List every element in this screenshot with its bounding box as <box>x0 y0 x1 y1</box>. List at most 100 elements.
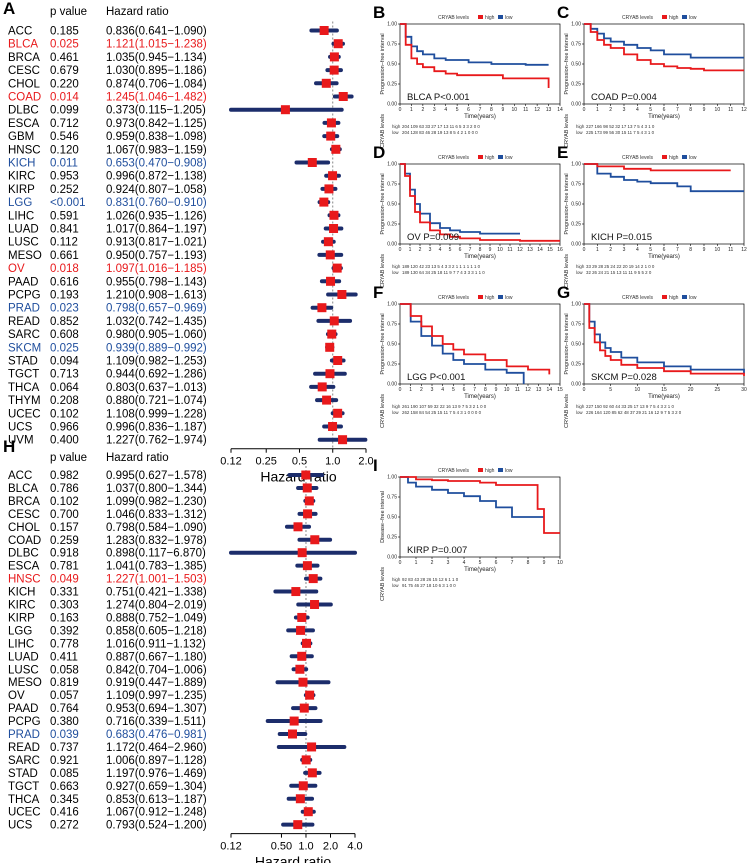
p-value: <0.001 <box>50 197 86 209</box>
risk-high-label: high <box>392 577 401 582</box>
x-tick-label: 1.0 <box>325 456 340 468</box>
cancer-label: READ <box>8 742 40 754</box>
y-tick-label: 0.75 <box>387 42 397 48</box>
x-tick-label: 10 <box>557 560 563 566</box>
p-value: 0.663 <box>50 781 79 793</box>
km-panels: B CRYAB levels high low0.000.250.500.751.00… <box>373 3 747 601</box>
x-tick-label: 20 <box>688 387 694 393</box>
x-tick-label: 6 <box>459 247 462 253</box>
hr-point <box>331 144 341 154</box>
p-value: 0.057 <box>50 690 79 702</box>
hr-point <box>301 755 311 765</box>
risk-numbers-high: 227 166 98 52 32 17 13 7 5 4 3 1 0 <box>586 124 655 129</box>
cancer-label: SARC <box>8 755 40 767</box>
panel-letter-d: D <box>373 143 385 162</box>
cancer-label: ACC <box>8 26 32 38</box>
hazard-ratio-value: 1.245(1.046−1.482) <box>106 92 207 104</box>
x-tick-label: 6 <box>663 107 666 113</box>
x-tick-label: 4 <box>444 107 447 113</box>
legend-high-swatch <box>662 15 667 19</box>
cancer-label: CHOL <box>8 78 41 90</box>
hr-point <box>319 26 329 35</box>
x-tick-label: 9 <box>495 387 498 393</box>
hr-point <box>303 509 313 519</box>
km-panel-e: E CRYAB levels high low0.000.250.500.751.00… <box>557 143 747 288</box>
hazard-ratio-value: 1.026(0.935−1.126) <box>106 210 207 222</box>
survival-curve-high <box>400 163 560 242</box>
x-tick-label: 2.0 <box>358 456 373 468</box>
p-value: 0.102 <box>50 408 79 420</box>
x-axis-title: Hazard ratio <box>255 854 331 863</box>
hazard-ratio-value: 0.803(0.637−1.013) <box>106 382 207 394</box>
x-tick-label: 12 <box>534 107 540 113</box>
hazard-ratio-value: 1.017(0.864−1.197) <box>106 224 207 236</box>
x-tick-label: 30 <box>741 387 747 393</box>
x-tick-label: 16 <box>557 247 563 253</box>
km-panel-d: D CRYAB levels high low0.000.250.500.751.00… <box>373 143 563 288</box>
hr-point <box>317 382 327 392</box>
risk-numbers-low: 91 75 46 27 18 10 6 3 1 0 0 <box>402 583 456 588</box>
legend-low-label: low <box>689 15 697 21</box>
hr-point <box>329 224 339 233</box>
p-value: 0.331 <box>50 587 79 599</box>
hazard-ratio-value: 0.798(0.657−0.969) <box>106 303 207 315</box>
x-tick-label: 0.5 <box>292 456 307 468</box>
hr-point <box>325 342 335 352</box>
hazard-ratio-value: 0.950(0.757−1.193) <box>106 250 207 262</box>
x-tick-label: 6 <box>495 560 498 566</box>
legend-high-label: high <box>669 15 679 21</box>
cancer-label: COAD <box>8 535 41 547</box>
hr-point <box>297 651 307 661</box>
x-tick-label: 11 <box>523 107 528 113</box>
cancer-label: SKCM <box>8 342 41 354</box>
risk-table-title: CRYAB levels <box>564 394 570 428</box>
p-value: 0.058 <box>50 664 79 676</box>
km-panel-g: G CRYAB levels high low0.000.250.500.751.00… <box>557 283 747 428</box>
hazard-ratio-value: 0.751(0.421−1.338) <box>106 587 207 599</box>
y-tick-label: 0.50 <box>571 202 581 208</box>
hr-point <box>303 807 313 817</box>
pvalue-header: p value <box>50 452 87 464</box>
x-tick-label: 11 <box>507 247 512 253</box>
p-value: 0.921 <box>50 755 79 767</box>
hr-point <box>302 638 312 648</box>
x-tick-label: 9 <box>489 247 492 253</box>
y-tick-label: 0.75 <box>387 322 397 328</box>
x-tick-label: 2 <box>419 247 422 253</box>
p-value: 0.345 <box>50 794 79 806</box>
p-value: 0.966 <box>50 422 79 434</box>
hazard-ratio-value: 0.995(0.627−1.578) <box>106 470 207 482</box>
x-tick-label: 25 <box>715 387 721 393</box>
y-axis-title: Progression−free interval <box>380 33 386 94</box>
risk-numbers-high: 33 29 28 25 24 22 20 19 14 2 1 0 0 <box>586 264 655 269</box>
cancer-label: UCS <box>8 820 33 832</box>
legend-high-label: high <box>669 155 679 161</box>
p-value-annotation: OV P=0.009 <box>407 232 459 243</box>
hazard-ratio-value: 0.798(0.584−1.090) <box>106 522 207 534</box>
x-axis-title: Time(years) <box>464 567 496 573</box>
x-tick-label: 7 <box>511 560 514 566</box>
p-value: 0.099 <box>50 105 79 117</box>
hr-point <box>317 303 327 313</box>
cancer-label: MESO <box>8 677 42 689</box>
hr-point <box>301 470 311 480</box>
hr-point <box>293 820 303 830</box>
hr-point <box>304 496 314 506</box>
hr-point <box>287 729 297 739</box>
hazard-ratio-value: 0.853(0.613−1.187) <box>106 794 207 806</box>
p-value: 0.018 <box>50 263 79 275</box>
y-tick-label: 0.50 <box>387 342 397 348</box>
hazard-ratio-value: 1.121(1.015−1.238) <box>106 39 207 51</box>
x-tick-label: 9 <box>543 560 546 566</box>
legend-high-swatch <box>478 15 483 19</box>
y-axis-title: Disease−free interval <box>380 491 386 543</box>
p-value: 0.193 <box>50 290 79 302</box>
hr-point <box>338 435 348 445</box>
p-value: 0.608 <box>50 329 79 341</box>
hazard-ratio-value: 1.030(0.895−1.186) <box>106 65 207 77</box>
hr-point <box>289 716 299 726</box>
cancer-label: LUAD <box>8 224 39 236</box>
x-tick-label: 8 <box>527 560 530 566</box>
y-tick-label: 0.75 <box>571 322 581 328</box>
y-tick-label: 0.25 <box>571 82 581 88</box>
